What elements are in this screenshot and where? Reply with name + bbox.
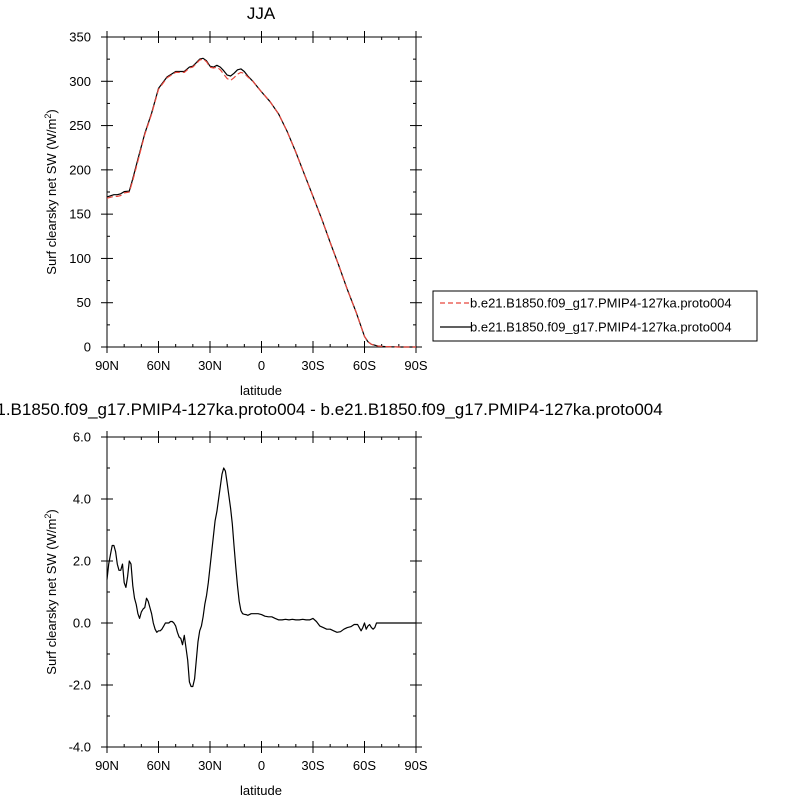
bottom-x-tick-label: 60S: [353, 758, 376, 773]
bottom-x-axis-label: latitude: [240, 783, 282, 798]
top-ticks: 90N 60N 30N 0 30S 60S 90S 0 50 100 150 200 250 300 350: [69, 30, 428, 374]
top-x-tick-label: 90S: [404, 358, 427, 373]
top-y-axis-label: Surf clearsky net SW (W/m2): [43, 109, 59, 274]
bottom-x-tick-label: 90S: [404, 758, 427, 773]
top-y-tick-label: 250: [69, 118, 91, 133]
top-plot-frame: 90N 60N 30N 0 30S 60S 90S 0 50 100 150 200 250 300 350: [69, 30, 428, 374]
bottom-chart-title: b.e21.B1850.f09_g17.PMIP4-127ka.proto004…: [0, 400, 663, 419]
bottom-series-lines: [106, 467, 416, 688]
bottom-ticks: 90N 60N 30N 0 30S 60S 90S -4.0 -2.0 0.0 2.0 4.0 6.0: [69, 430, 428, 774]
top-x-tick-label: 30S: [301, 358, 324, 373]
bottom-x-tick-label: 30N: [198, 758, 222, 773]
bottom-y-tick-label: -2.0: [69, 678, 91, 693]
top-x-tick-label: 30N: [198, 358, 222, 373]
legend-entry-1: b.e21.B1850.f09_g17.PMIP4-127ka.proto004: [470, 296, 732, 311]
top-x-tick-label: 60N: [147, 358, 171, 373]
top-series-lines: [106, 57, 416, 348]
top-y-tick-label: 150: [69, 207, 91, 222]
top-axes-box: [106, 36, 417, 348]
bottom-panel: b.e21.B1850.f09_g17.PMIP4-127ka.proto004…: [0, 400, 663, 798]
top-y-tick-label: 300: [69, 74, 91, 89]
top-x-tick-label: 0: [258, 358, 265, 373]
bottom-axes-box: [106, 436, 417, 748]
bottom-x-tick-label: 0: [258, 758, 265, 773]
top-y-tick-label: 0: [84, 340, 91, 355]
top-x-axis-label: latitude: [240, 383, 282, 398]
bottom-x-tick-label: 90N: [95, 758, 119, 773]
bottom-y-tick-label: 2.0: [73, 554, 91, 569]
bottom-y-tick-label: -4.0: [69, 740, 91, 755]
bottom-y-tick-label: 0.0: [73, 616, 91, 631]
top-panel: JJA 90N 60N 30N 0 30S 60S 90S 0 50 100 150 200 250 30…: [43, 4, 428, 398]
top-y-tick-label: 50: [77, 295, 91, 310]
bottom-y-tick-label: 6.0: [73, 430, 91, 445]
top-y-tick-label: 350: [69, 30, 91, 45]
top-x-tick-label: 90N: [95, 358, 119, 373]
top-series-line-2: [106, 57, 416, 348]
top-y-tick-label: 200: [69, 162, 91, 177]
bottom-plot-frame: 90N 60N 30N 0 30S 60S 90S -4.0 -2.0 0.0 2.0 4.0 6.0: [69, 430, 428, 774]
top-chart-title: JJA: [247, 4, 276, 23]
legend-box: [432, 290, 758, 342]
bottom-y-axis-label: Surf clearsky net SW (W/m2): [43, 509, 59, 674]
top-series-line-1: [106, 58, 416, 348]
bottom-x-tick-label: 30S: [301, 758, 324, 773]
bottom-series-line-1: [106, 467, 416, 688]
bottom-y-tick-label: 4.0: [73, 492, 91, 507]
legend-entry-2: b.e21.B1850.f09_g17.PMIP4-127ka.proto004: [470, 320, 732, 335]
top-y-tick-label: 100: [69, 251, 91, 266]
legend: b.e21.B1850.f09_g17.PMIP4-127ka.proto004…: [432, 290, 758, 342]
bottom-x-tick-label: 60N: [147, 758, 171, 773]
top-x-tick-label: 60S: [353, 358, 376, 373]
